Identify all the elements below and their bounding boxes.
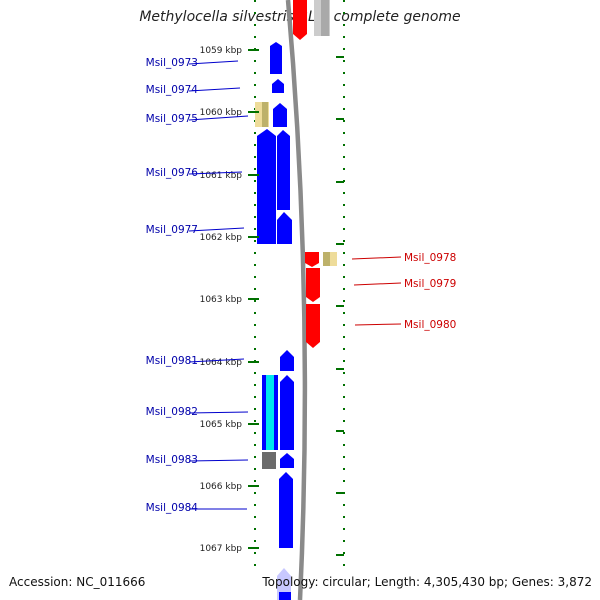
accession-text: Accession: NC_011666 bbox=[9, 575, 146, 589]
gene-label-left[interactable]: Msil_0977 bbox=[146, 224, 198, 236]
genome-backbone bbox=[285, 0, 308, 600]
gene-msil-0981[interactable] bbox=[280, 350, 294, 371]
gene-label-left[interactable]: Msil_0981 bbox=[146, 355, 198, 367]
gene-labels: Msil_0973 Msil_0974 Msil_0975 Msil_0976 Msil… bbox=[146, 57, 457, 514]
gene-msil-0975[interactable] bbox=[255, 102, 269, 127]
ruler-tick-label: 1065 kbp bbox=[200, 420, 243, 430]
gene-label-left[interactable]: Msil_0974 bbox=[146, 84, 199, 96]
gene-leader-line bbox=[188, 60, 239, 65]
ruler-tick-label: 1062 kbp bbox=[200, 233, 243, 243]
ruler-tick-label: 1059 kbp bbox=[200, 46, 243, 56]
gene-label-right[interactable]: Msil_0979 bbox=[404, 278, 456, 290]
gene-label-left[interactable]: Msil_0984 bbox=[146, 502, 199, 514]
ruler-ticks: 1059 kbp 1060 kbp 1061 kbp 1062 kbp 1063 kbp… bbox=[200, 46, 344, 556]
gene-msil-0979[interactable] bbox=[306, 268, 320, 302]
gene-label-left[interactable]: Msil_0976 bbox=[146, 167, 199, 179]
gene-leader-line bbox=[351, 256, 402, 260]
gene-msil-0977[interactable] bbox=[277, 212, 292, 244]
gene-msil-0982[interactable] bbox=[262, 375, 294, 450]
gene-leader-line bbox=[188, 171, 243, 175]
gene-msil-0974[interactable] bbox=[272, 79, 284, 93]
gene-top-gray-2 bbox=[321, 0, 329, 36]
gene-msil-0980[interactable] bbox=[306, 304, 320, 348]
gene-label-left[interactable]: Msil_0975 bbox=[146, 113, 198, 125]
gene-label-right[interactable]: Msil_0978 bbox=[404, 252, 456, 264]
gene-leader-line bbox=[188, 227, 245, 232]
gene-label-right[interactable]: Msil_0980 bbox=[404, 319, 456, 331]
gene-msil-0984[interactable] bbox=[279, 472, 293, 548]
ruler-tick-label: 1064 kbp bbox=[200, 358, 243, 368]
gene-top-red[interactable] bbox=[293, 0, 307, 34]
ruler-tick-label: 1061 kbp bbox=[200, 171, 243, 181]
ruler-tick-label: 1060 kbp bbox=[200, 108, 243, 118]
gene-leader-line bbox=[188, 411, 249, 414]
ruler-tick-label: 1066 kbp bbox=[200, 482, 243, 492]
gene-msil-0978[interactable] bbox=[305, 252, 337, 267]
gene-leader-line bbox=[188, 115, 249, 121]
gene-leader-line bbox=[188, 358, 245, 363]
gene-leader-line bbox=[353, 282, 402, 286]
gene-bottom-blue bbox=[279, 592, 291, 600]
gene-leader-line bbox=[188, 87, 241, 92]
gene-label-left[interactable]: Msil_0982 bbox=[146, 406, 198, 418]
gene-msil-0975-blue[interactable] bbox=[273, 103, 287, 127]
gene-label-left[interactable]: Msil_0983 bbox=[146, 454, 198, 466]
gene-msil-0976[interactable] bbox=[257, 129, 290, 244]
ruler-tick-label: 1063 kbp bbox=[200, 295, 243, 305]
gene-msil-0973[interactable] bbox=[270, 42, 282, 74]
gene-leader-line bbox=[354, 323, 402, 326]
topology-summary: Topology: circular; Length: 4,305,430 bp… bbox=[262, 575, 592, 589]
gene-leader-line bbox=[188, 459, 249, 462]
ruler-tick-label: 1067 kbp bbox=[200, 544, 243, 554]
gene-label-left[interactable]: Msil_0973 bbox=[146, 57, 198, 69]
gene-msil-0983[interactable] bbox=[262, 452, 294, 469]
gene-top-red-head bbox=[293, 34, 307, 40]
